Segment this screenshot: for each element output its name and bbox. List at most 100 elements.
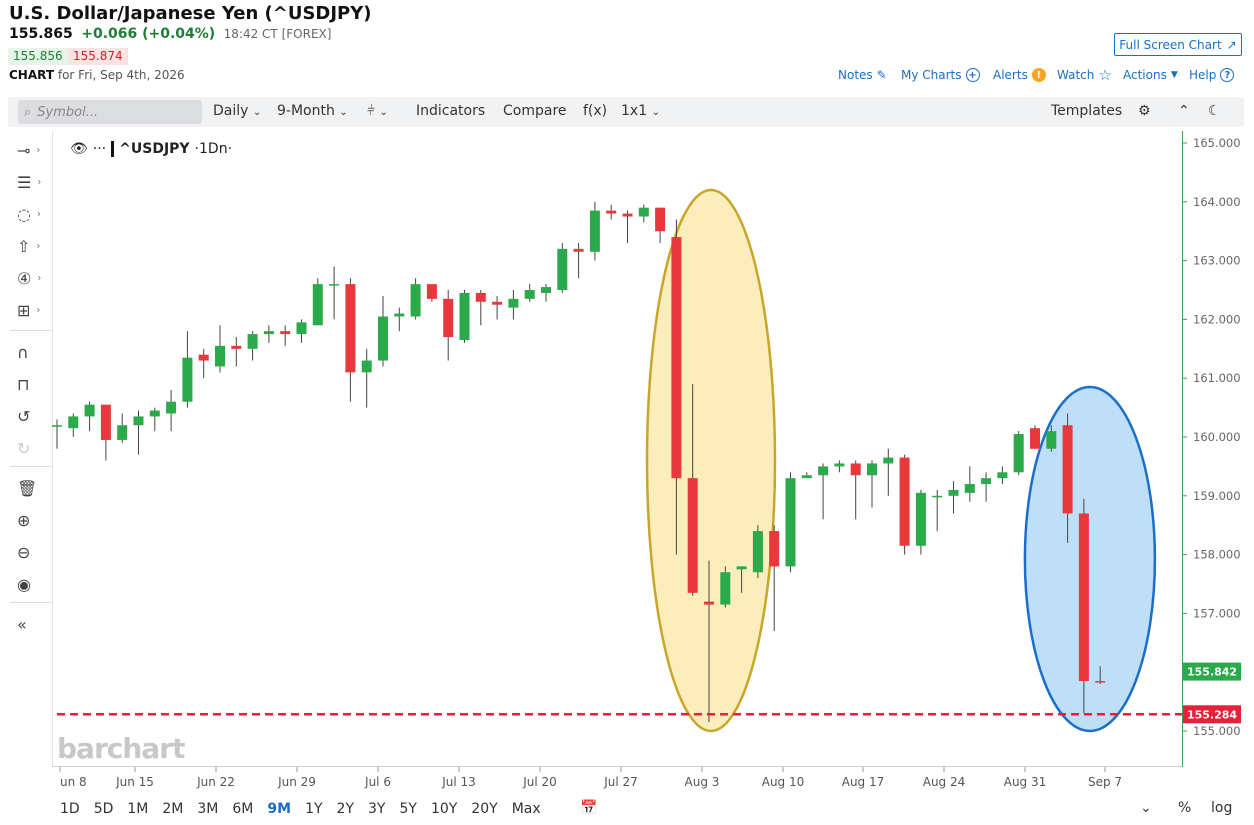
unlock-icon: ⊓ (17, 374, 30, 394)
layout-label: 1x1 (621, 103, 648, 119)
candle-body (215, 345, 225, 367)
candle-body (117, 425, 128, 440)
candle-body (1013, 434, 1024, 473)
candle-body (296, 322, 307, 335)
compare-button[interactable]: Compare (503, 103, 567, 119)
more-dots-icon[interactable]: ··· (92, 141, 107, 157)
range-3m[interactable]: 3M (197, 801, 219, 817)
candle-body (280, 331, 291, 335)
alerts-link[interactable]: Alerts ! (993, 66, 1046, 84)
indicators-button[interactable]: Indicators (416, 103, 486, 119)
candle-body (492, 301, 503, 305)
range-9m[interactable]: 9M (267, 801, 292, 817)
fibonacci-tool[interactable]: ☰ › (17, 171, 47, 193)
candle-body (166, 401, 177, 414)
x-tick-label: Sep 7 (1088, 775, 1122, 789)
x-tick-label: Aug 17 (842, 775, 885, 789)
y-tick-label: 161.000 (1193, 371, 1241, 385)
x-tick-label: Jul 27 (603, 775, 638, 789)
visibility-tool[interactable]: ◉ (17, 573, 47, 595)
function-button[interactable]: f(x) (583, 103, 608, 119)
watch-link[interactable]: Watch ☆ (1057, 66, 1112, 84)
double-chevron-down-icon[interactable]: ⌄ (1140, 800, 1152, 816)
range-5d[interactable]: 5D (93, 801, 114, 817)
candle-body (671, 237, 682, 479)
edit-icon: ✎ (876, 68, 887, 82)
magnet-tool[interactable]: ∩ (17, 341, 47, 363)
annotation-tool[interactable]: ④ › (17, 267, 47, 289)
shape-tool[interactable]: ◌ › (17, 203, 47, 225)
ask-price: 155.874 (68, 48, 128, 65)
delete-tool[interactable]: 🗑 (17, 477, 47, 499)
candle-body (981, 478, 992, 485)
last-price-label: 155.842 (1187, 666, 1237, 679)
range-1m[interactable]: 1M (127, 801, 149, 817)
arrow-tool[interactable]: ⇧ › (17, 235, 47, 257)
range-20y[interactable]: 20Y (471, 801, 498, 817)
moon-icon[interactable]: ☾ (1208, 103, 1221, 119)
tool-divider (10, 466, 52, 467)
symbol-search[interactable]: ⌕ Symbol... (18, 100, 202, 124)
percent-toggle[interactable]: % (1178, 800, 1192, 816)
range-6m[interactable]: 6M (232, 801, 254, 817)
candle-body (133, 416, 144, 426)
redo-tool[interactable]: ↻ (17, 437, 47, 459)
eye-icon[interactable]: 👁 (70, 141, 88, 157)
candle-body (850, 463, 861, 476)
log-toggle[interactable]: log (1211, 800, 1233, 816)
candle-body (932, 495, 943, 498)
candle-body (883, 457, 894, 464)
candle-body (247, 334, 258, 349)
range-max[interactable]: Max (511, 801, 541, 817)
last-price: 155.865 (9, 26, 73, 42)
interval-select[interactable]: Daily ⌄ (213, 103, 261, 119)
range-2m[interactable]: 2M (162, 801, 184, 817)
y-tick-label: 157.000 (1193, 606, 1241, 620)
chart-toolbar: ⌕ Symbol... Daily ⌄ 9-Month ⌄ ⫩ ⌄ Indica… (8, 97, 1244, 127)
my-charts-label: My Charts (901, 68, 962, 82)
notes-link[interactable]: Notes ✎ (838, 66, 887, 84)
undo-tool[interactable]: ↺ (17, 405, 47, 427)
period-select[interactable]: 9-Month ⌄ (277, 103, 348, 119)
collapse-toolbar[interactable]: « (17, 613, 47, 635)
candle-body (818, 466, 829, 476)
range-2y[interactable]: 2Y (336, 801, 354, 817)
magnet-icon: ∩ (17, 342, 29, 362)
line-tool-icon: ⊸ (17, 140, 31, 160)
candle-body (426, 284, 437, 299)
zoom-out-tool[interactable]: ⊖ (17, 541, 47, 563)
gear-icon[interactable]: ⚙ (1138, 103, 1151, 119)
templates-button[interactable]: Templates (1051, 103, 1123, 119)
range-1y[interactable]: 1Y (305, 801, 323, 817)
help-link[interactable]: Help ? (1189, 66, 1235, 84)
line-tool[interactable]: ⊸ › (17, 139, 47, 161)
chart-for-date: for Fri, Sep 4th, 2026 (57, 68, 185, 82)
chevron-down-icon: ⌄ (379, 107, 388, 118)
candle-body (198, 354, 209, 361)
plot-area[interactable] (52, 131, 1183, 767)
range-1d[interactable]: 1D (60, 801, 80, 817)
chart-label: CHART (9, 68, 55, 82)
lock-tool[interactable]: ⊓ (17, 373, 47, 395)
calendar-icon[interactable]: 📅 (580, 800, 598, 816)
measure-tool[interactable]: ⊞ › (17, 299, 47, 321)
x-tick-label: Jul 6 (364, 775, 391, 789)
plus-circle-icon: + (965, 68, 980, 82)
full-screen-chart-button[interactable]: Full Screen Chart ↗ (1114, 33, 1242, 56)
x-tick-label: Aug 3 (685, 775, 720, 789)
x-tick-label: Jun 15 (115, 775, 154, 789)
range-3y[interactable]: 3Y (368, 801, 386, 817)
range-5y[interactable]: 5Y (399, 801, 417, 817)
range-10y[interactable]: 10Y (430, 801, 458, 817)
my-charts-link[interactable]: My Charts + (901, 66, 980, 84)
layout-select[interactable]: 1x1 ⌄ (621, 103, 660, 119)
y-tick-label: 163.000 (1193, 254, 1241, 268)
y-tick-label: 162.000 (1193, 312, 1241, 326)
zoom-in-tool[interactable]: ⊕ (17, 509, 47, 531)
actions-menu[interactable]: Actions ▼ (1123, 66, 1178, 84)
chart-type-select[interactable]: ⫩ ⌄ (367, 103, 388, 119)
collapse-icon[interactable]: ⌃ (1178, 103, 1190, 119)
external-arrow-icon: ↗ (1226, 37, 1237, 52)
